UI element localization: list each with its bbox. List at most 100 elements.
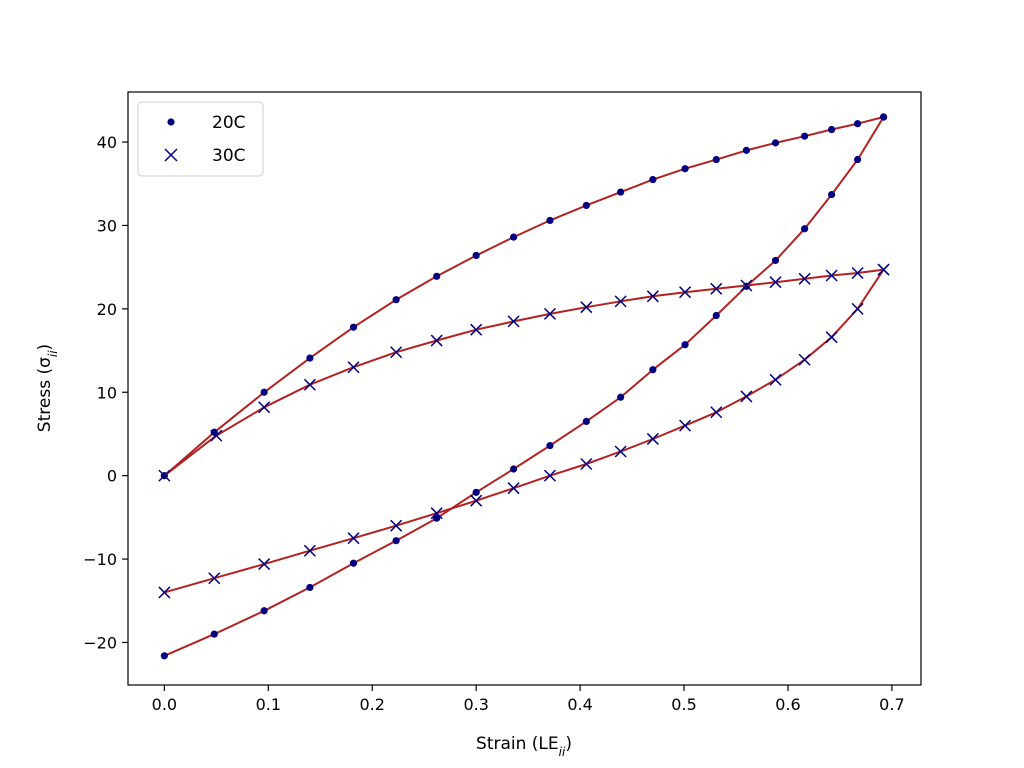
point-30c <box>851 302 864 315</box>
x-tick-label: 0.6 <box>775 695 800 714</box>
point-20c <box>681 165 689 173</box>
y-tick-label: 20 <box>97 300 117 319</box>
point-30c <box>210 429 223 442</box>
point-30c <box>710 282 723 295</box>
point-20c <box>392 296 400 304</box>
point-30c <box>710 406 723 419</box>
point-20c <box>854 155 862 164</box>
x-axis: 0.0 0.1 0.2 0.3 0.4 0.5 0.6 0.7 <box>152 685 905 714</box>
point-30c <box>208 572 221 585</box>
point-20c <box>210 630 218 638</box>
point-20c <box>349 323 358 331</box>
point-30c <box>679 419 692 432</box>
point-30c <box>543 307 556 320</box>
plot-frame <box>127 91 922 686</box>
point-20c <box>472 488 480 496</box>
legend-label-30c: 30C <box>212 146 246 166</box>
y-axis: −20 −10 0 10 20 30 40 <box>83 133 128 652</box>
series-line-30c-loading <box>163 268 884 477</box>
x-tick-label: 0.5 <box>671 695 696 714</box>
point-30c <box>798 353 811 366</box>
series-20c <box>160 113 888 660</box>
y-tick-label: −20 <box>83 633 117 652</box>
y-tick-label: 40 <box>97 133 117 152</box>
y-tick-label: 0 <box>107 467 117 486</box>
point-30c <box>740 390 753 403</box>
point-30c <box>430 334 443 347</box>
x-tick-label: 0.3 <box>463 695 488 714</box>
point-30c <box>679 286 692 299</box>
point-30c <box>740 279 753 292</box>
point-30c <box>614 445 627 458</box>
point-20c <box>509 233 518 241</box>
point-20c <box>582 417 590 426</box>
x-tick-label: 0.7 <box>879 695 904 714</box>
point-20c <box>582 201 590 210</box>
point-30c <box>303 378 316 391</box>
point-30c <box>877 263 890 276</box>
legend: 20C 30C <box>137 101 264 177</box>
point-20c <box>649 175 657 184</box>
x-axis-label: Strain (LEii) <box>476 734 572 759</box>
point-30c <box>580 301 593 314</box>
point-30c <box>390 346 403 359</box>
y-axis-label: Stress (σii) <box>35 344 60 432</box>
point-30c <box>470 323 483 336</box>
point-30c <box>258 401 271 414</box>
point-20c <box>800 225 809 233</box>
point-20c <box>800 132 809 140</box>
point-20c <box>306 583 314 592</box>
point-30c <box>258 558 271 571</box>
x-tick-label: 0.2 <box>360 695 385 714</box>
point-20c <box>260 607 268 615</box>
point-20c <box>712 155 720 164</box>
point-30c <box>347 361 360 374</box>
point-20c <box>828 125 836 134</box>
y-tick-label: 10 <box>97 383 117 402</box>
point-30c <box>347 532 360 545</box>
point-20c <box>712 311 720 320</box>
point-30c <box>158 586 171 599</box>
point-20c <box>260 388 268 396</box>
point-20c <box>828 190 836 199</box>
series-line-20c-loading <box>163 116 884 477</box>
point-30c <box>646 432 659 445</box>
legend-marker-30c <box>164 148 178 162</box>
point-20c <box>854 120 862 128</box>
point-20c <box>617 393 625 401</box>
x-tick-label: 0.0 <box>152 695 177 714</box>
point-30c <box>543 469 556 482</box>
point-30c <box>825 331 838 344</box>
point-20c <box>546 216 554 225</box>
point-30c <box>798 272 811 285</box>
x-tick-label: 0.1 <box>256 695 281 714</box>
point-20c <box>509 465 518 473</box>
point-30c <box>390 519 403 532</box>
point-20c <box>349 559 358 567</box>
legend-marker-20c <box>167 118 175 126</box>
point-20c <box>681 341 689 349</box>
point-30c <box>580 457 593 471</box>
point-20c <box>433 272 441 280</box>
point-20c <box>649 366 657 374</box>
point-30c <box>851 266 864 280</box>
x-tick-label: 0.4 <box>567 695 592 714</box>
y-tick-label: −10 <box>83 550 117 569</box>
point-30c <box>825 269 838 282</box>
point-30c <box>614 295 627 308</box>
point-30c <box>646 290 659 303</box>
legend-label-20c: 20C <box>212 113 246 133</box>
point-20c <box>392 537 400 545</box>
point-30c <box>430 507 443 520</box>
point-30c <box>470 494 483 507</box>
point-20c <box>160 652 168 660</box>
point-20c <box>879 113 888 121</box>
point-30c <box>507 315 520 328</box>
point-30c <box>507 482 520 495</box>
y-tick-label: 30 <box>97 216 117 235</box>
point-30c <box>303 544 316 557</box>
point-20c <box>306 354 314 362</box>
point-20c <box>742 146 750 154</box>
series-30c <box>158 263 890 599</box>
